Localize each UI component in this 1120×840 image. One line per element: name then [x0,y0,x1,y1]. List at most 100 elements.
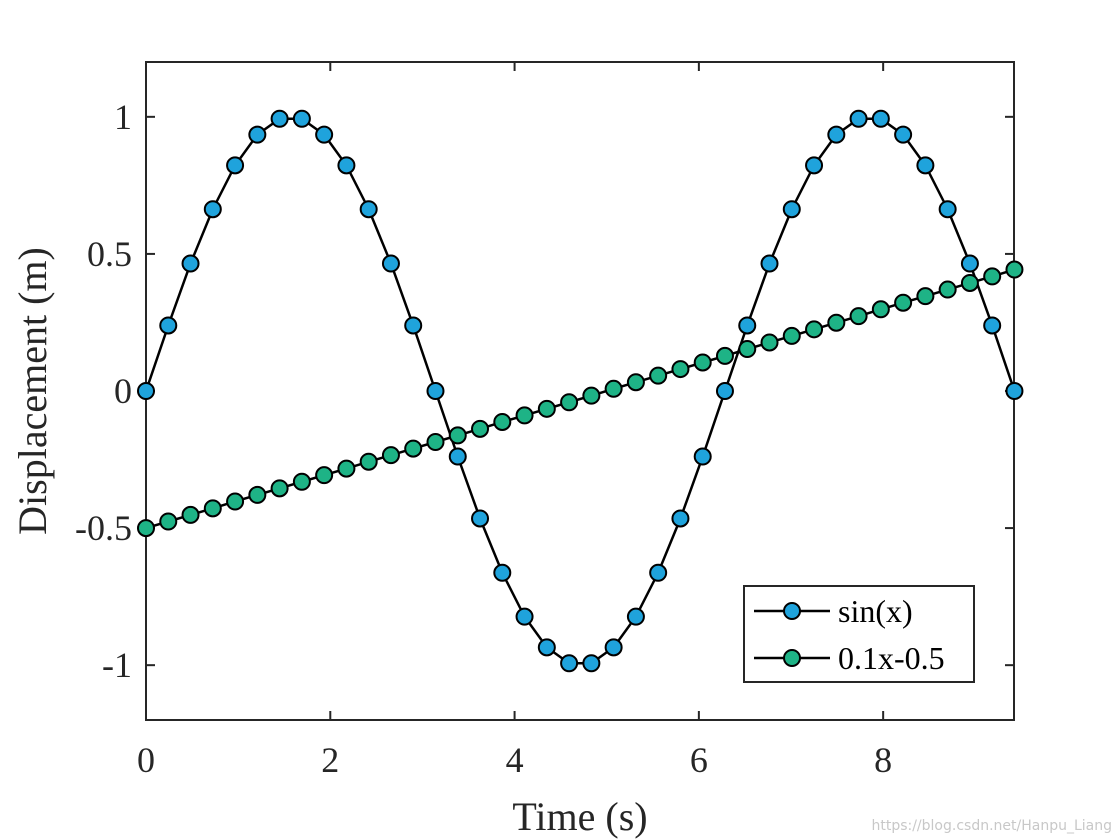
x-tick-label: 4 [506,740,524,780]
data-point [582,654,601,673]
data-point [693,353,712,372]
series-line [144,117,1016,665]
data-point [471,509,490,528]
data-point [604,379,623,398]
data-point [827,125,846,144]
data-point [649,366,668,385]
data-point [137,382,155,400]
data-point [537,638,556,657]
data-point [626,373,645,392]
series-0 [137,109,1024,673]
data-point [137,519,155,538]
legend: sin(x) 0.1x-0.5 [743,585,975,683]
x-tick-label: 6 [690,740,708,780]
y-tick-label: -1 [102,645,132,685]
data-point [292,472,311,491]
data-point [849,109,868,128]
data-point [827,313,846,332]
data-point [960,254,979,273]
data-point [715,346,734,365]
data-point [381,254,400,273]
data-point [448,447,467,466]
ticks: 0 2 4 6 8 -1 -0.5 0 0.5 1 [75,62,1014,780]
data-point [537,399,556,418]
data-point [760,333,779,352]
data-point [248,485,267,504]
data-point [359,200,378,219]
data-point [560,654,579,673]
data-point [738,316,757,335]
y-tick-label: 0.5 [87,234,132,274]
legend-marker-sin [783,602,801,620]
data-point [916,156,935,175]
data-point [782,326,801,345]
data-point [159,316,178,335]
data-point [404,439,423,458]
data-point [181,505,200,524]
x-tick-label: 2 [321,740,339,780]
data-point [938,200,957,219]
data-point [203,499,222,518]
data-point [159,512,178,531]
data-point [226,492,245,511]
data-point [738,340,757,359]
data-point [248,125,267,144]
data-point [805,156,824,175]
data-point [471,419,490,438]
y-tick-label: 1 [114,97,132,137]
legend-label-linear: 0.1x-0.5 [838,640,945,676]
data-point [582,386,601,405]
x-tick-label: 8 [874,740,892,780]
data-point [315,125,334,144]
data-point [805,320,824,339]
data-point [426,432,445,451]
data-point [760,254,779,273]
data-point [270,479,289,498]
data-point [938,280,957,299]
data-point [782,200,801,219]
x-tick-label: 0 [137,740,155,780]
series-group [137,109,1024,673]
data-point [359,452,378,471]
y-tick-label: -0.5 [75,508,132,548]
data-point [894,125,913,144]
data-point [203,200,222,219]
data-point [226,156,245,175]
data-point [871,109,890,128]
data-point [894,293,913,312]
data-point [671,360,690,379]
series-1 [137,260,1024,538]
data-point [448,426,467,445]
data-point [404,316,423,335]
data-point [671,509,690,528]
data-point [871,300,890,319]
data-point [604,638,623,657]
data-point [381,446,400,465]
data-point [960,273,979,292]
data-point [983,267,1002,286]
data-point [515,607,534,626]
data-point [693,447,712,466]
data-point [983,316,1002,335]
data-point [715,382,734,400]
data-point [649,563,668,582]
data-point [626,607,645,626]
data-point [426,382,445,400]
y-axis-label: Displacement (m) [10,247,55,535]
data-point [1005,260,1024,279]
data-point [337,156,356,175]
y-tick-label: 0 [114,371,132,411]
data-point [916,287,935,306]
x-axis-label: Time (s) [512,794,647,839]
data-point [849,307,868,326]
data-point [292,109,311,128]
legend-box [743,585,975,683]
legend-marker-linear [783,649,801,667]
data-point [270,109,289,128]
data-point [493,563,512,582]
data-point [560,393,579,412]
legend-label-sin: sin(x) [838,593,913,629]
data-point [315,466,334,485]
data-point [337,459,356,478]
